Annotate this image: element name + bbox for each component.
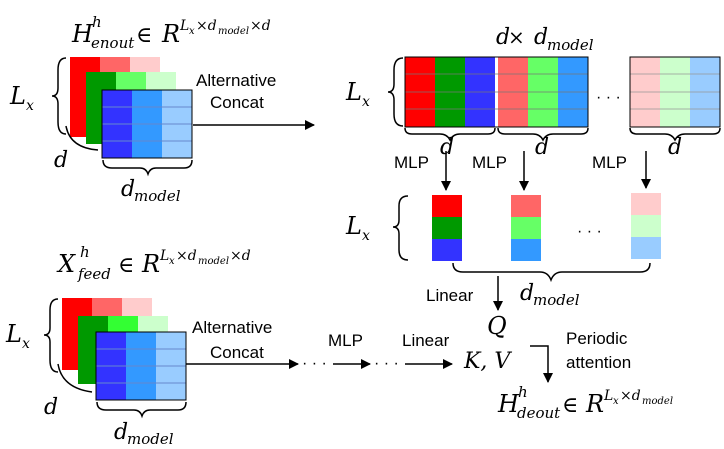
enout-exp-L: L bbox=[179, 18, 189, 34]
compressed-ellipsis: · · · bbox=[577, 223, 602, 240]
compressed-col-3 bbox=[631, 193, 661, 259]
feed-R: R bbox=[141, 250, 160, 278]
enout-in-symbol: ∈ bbox=[136, 23, 152, 48]
bottom-alt-line1: Alternative bbox=[192, 318, 272, 337]
enout-d-curve bbox=[65, 125, 99, 151]
out-h-base: H bbox=[497, 390, 520, 418]
compressed-col-2 bbox=[511, 195, 541, 261]
periodic-label-2: attention bbox=[566, 353, 631, 372]
feed-exp-model: model bbox=[198, 256, 229, 267]
concat-title-model: model bbox=[547, 36, 594, 54]
out-exp-L: L bbox=[603, 388, 613, 404]
compressed-lx-base: L bbox=[345, 212, 362, 240]
concat-title-times: × bbox=[508, 25, 525, 49]
feed-exp-times-d2: ×d bbox=[230, 248, 251, 264]
enout-layer-front bbox=[101, 89, 193, 159]
linear-q-label: Linear bbox=[426, 286, 474, 305]
out-h-sup: h bbox=[518, 383, 528, 401]
bottom-alt-line2: Concat bbox=[210, 343, 264, 362]
out-in-symbol: ∈ bbox=[562, 393, 578, 418]
bottom-mlp-label: MLP bbox=[328, 331, 363, 350]
concat-d-brace-1 bbox=[404, 127, 496, 142]
feed-exp-times-d: ×d bbox=[176, 248, 197, 264]
top-alt-line2: Concat bbox=[210, 93, 264, 112]
bottom-dots-1: · · · bbox=[302, 355, 327, 372]
feed-d-label: d bbox=[44, 395, 58, 420]
enout-h-sup: h bbox=[92, 13, 102, 31]
feed-formula: X h feed ∈ R L x ×d model ×d bbox=[56, 243, 251, 283]
feed-dmodel-sub: model bbox=[127, 430, 174, 448]
feed-lx-base: L bbox=[5, 320, 22, 348]
mlp-label-3: MLP bbox=[592, 153, 627, 172]
concat-d-label-3: d bbox=[668, 135, 682, 160]
enout-h-base: H bbox=[71, 20, 94, 48]
concat-matrix bbox=[404, 56, 721, 128]
out-exp-times-d: ×d bbox=[620, 388, 641, 404]
q-label: Q bbox=[487, 312, 507, 340]
concat-title: d × d model bbox=[496, 25, 594, 54]
out-R: R bbox=[585, 390, 604, 418]
bottom-dots-2: · · · bbox=[374, 355, 399, 372]
top-alt-line1: Alternative bbox=[196, 71, 276, 90]
feed-d-curve bbox=[57, 363, 93, 393]
feed-layer-front bbox=[95, 331, 187, 401]
out-exp-x: x bbox=[613, 396, 619, 407]
concat-lx-base: L bbox=[345, 78, 362, 106]
concat-ellipsis: · · · bbox=[596, 89, 621, 106]
compressed-col-1 bbox=[432, 195, 462, 261]
concat-d-label-1: d bbox=[440, 135, 454, 160]
enout-formula: H h enout ∈ R L x ×d model ×d bbox=[71, 13, 271, 52]
concat-d-brace-3 bbox=[629, 127, 721, 142]
concat-lx-brace bbox=[387, 57, 404, 127]
concat-d-brace-2 bbox=[497, 127, 589, 142]
mlp-label-1: MLP bbox=[394, 153, 429, 172]
concat-lx-sub: x bbox=[362, 94, 370, 110]
enout-d-label: d bbox=[54, 148, 68, 173]
feed-exp-L: L bbox=[159, 248, 169, 264]
feed-lx-brace bbox=[43, 298, 59, 373]
feed-x-base: X bbox=[56, 250, 76, 278]
enout-h-sub: enout bbox=[91, 34, 135, 52]
bottom-linear-label: Linear bbox=[402, 331, 450, 350]
concat-title-dmodel: d bbox=[534, 25, 548, 50]
feed-in-symbol: ∈ bbox=[118, 253, 134, 278]
mlp-label-2: MLP bbox=[472, 153, 507, 172]
enout-lx-sub: x bbox=[26, 98, 34, 114]
compressed-dmodel-base: d bbox=[520, 281, 534, 306]
enout-lx-brace bbox=[51, 57, 67, 135]
enout-dmodel-sub: model bbox=[134, 187, 181, 205]
feed-dmodel-brace bbox=[96, 401, 187, 419]
compressed-dmodel-sub: model bbox=[533, 291, 580, 309]
enout-exp-model: model bbox=[218, 26, 249, 37]
feed-exp-x: x bbox=[169, 256, 175, 267]
enout-exp-times-d: ×d bbox=[196, 18, 217, 34]
enout-dmodel-base: d bbox=[121, 177, 135, 202]
compressed-dmodel-brace bbox=[452, 262, 651, 283]
enout-lx-base: L bbox=[9, 82, 26, 110]
feed-dmodel-base: d bbox=[114, 420, 128, 445]
compressed-lx-sub: x bbox=[362, 228, 370, 244]
enout-exp-x: x bbox=[189, 26, 195, 37]
feed-x-sup: h bbox=[80, 243, 90, 261]
concat-title-d: d bbox=[496, 25, 510, 50]
out-h-sub: deout bbox=[517, 404, 561, 422]
compressed-lx-brace bbox=[392, 195, 409, 261]
feed-lx-sub: x bbox=[22, 336, 30, 352]
out-exp-model: model bbox=[642, 396, 673, 407]
enout-R: R bbox=[161, 20, 180, 48]
enout-exp-times-d2: ×d bbox=[250, 18, 271, 34]
periodic-label-1: Periodic bbox=[566, 329, 628, 348]
concat-d-label-2: d bbox=[535, 135, 549, 160]
feed-x-sub: feed bbox=[77, 265, 111, 283]
kv-label: K, V bbox=[463, 349, 512, 374]
output-formula: H h deout ∈ R L x ×d model bbox=[497, 383, 673, 422]
enout-dmodel-brace bbox=[102, 159, 193, 177]
periodic-attention-arrow bbox=[530, 345, 553, 383]
